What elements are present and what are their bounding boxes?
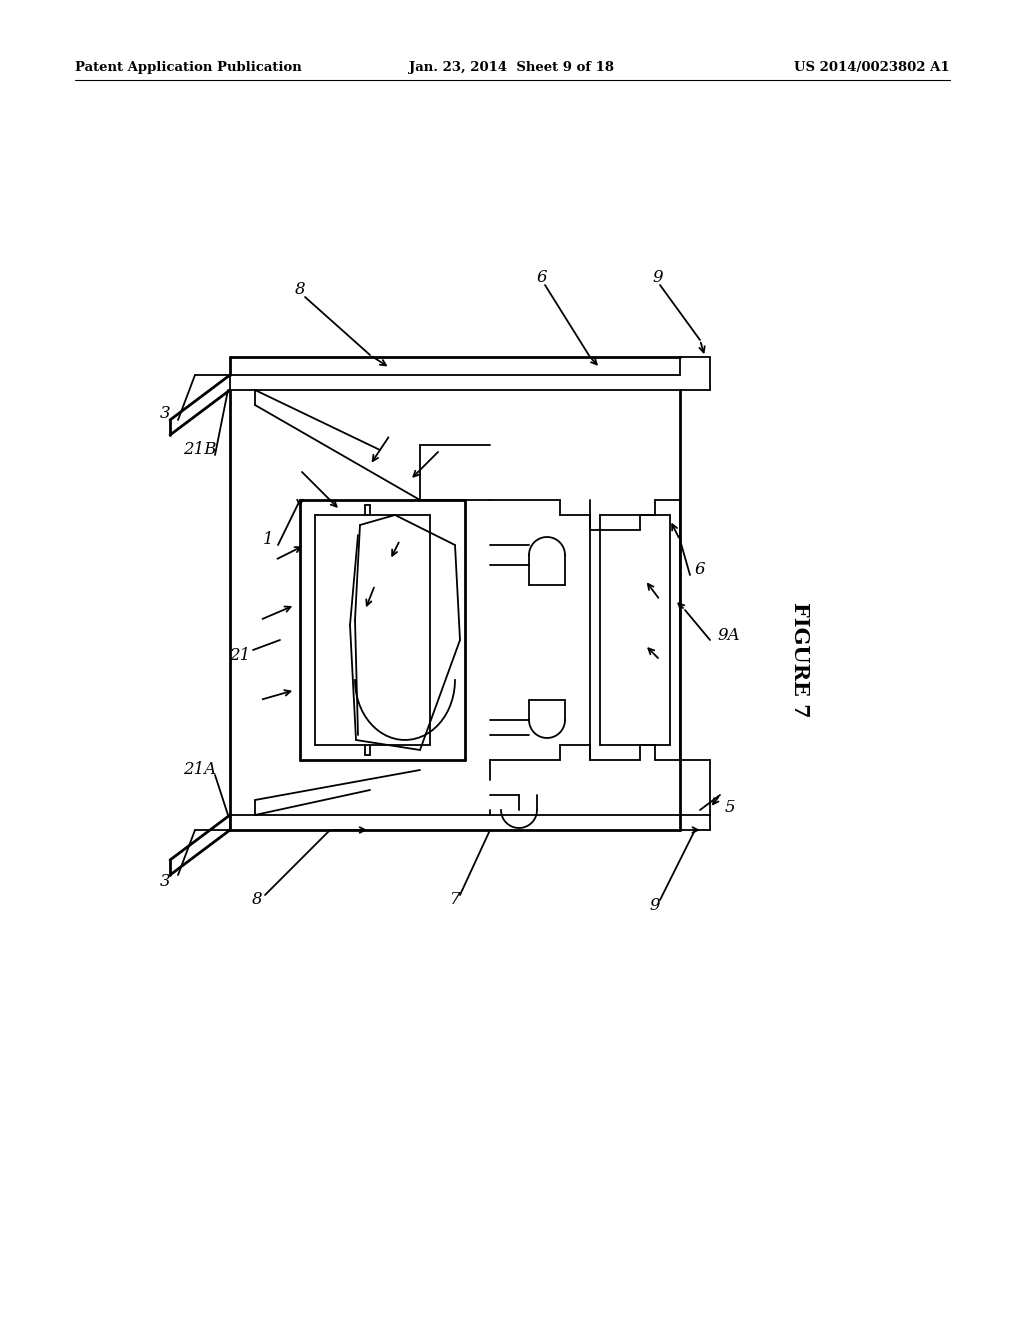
Text: 21B: 21B [183, 441, 217, 458]
Text: Patent Application Publication: Patent Application Publication [75, 62, 302, 74]
Text: 21: 21 [229, 647, 251, 664]
Text: US 2014/0023802 A1: US 2014/0023802 A1 [795, 62, 950, 74]
Text: 6: 6 [695, 561, 706, 578]
Text: 21A: 21A [183, 762, 217, 779]
Text: Jan. 23, 2014  Sheet 9 of 18: Jan. 23, 2014 Sheet 9 of 18 [410, 62, 614, 74]
Text: 6: 6 [537, 269, 547, 286]
Text: 9: 9 [649, 898, 660, 915]
Text: 5: 5 [725, 800, 735, 817]
Text: 8: 8 [252, 891, 262, 908]
Text: 8: 8 [295, 281, 305, 298]
Text: 3: 3 [160, 874, 170, 891]
Text: 1: 1 [263, 532, 273, 549]
Text: 3: 3 [160, 404, 170, 421]
Text: FIGURE 7: FIGURE 7 [790, 602, 810, 718]
Text: 9: 9 [652, 268, 664, 285]
Text: 7: 7 [450, 891, 461, 908]
Text: 9A: 9A [717, 627, 739, 644]
